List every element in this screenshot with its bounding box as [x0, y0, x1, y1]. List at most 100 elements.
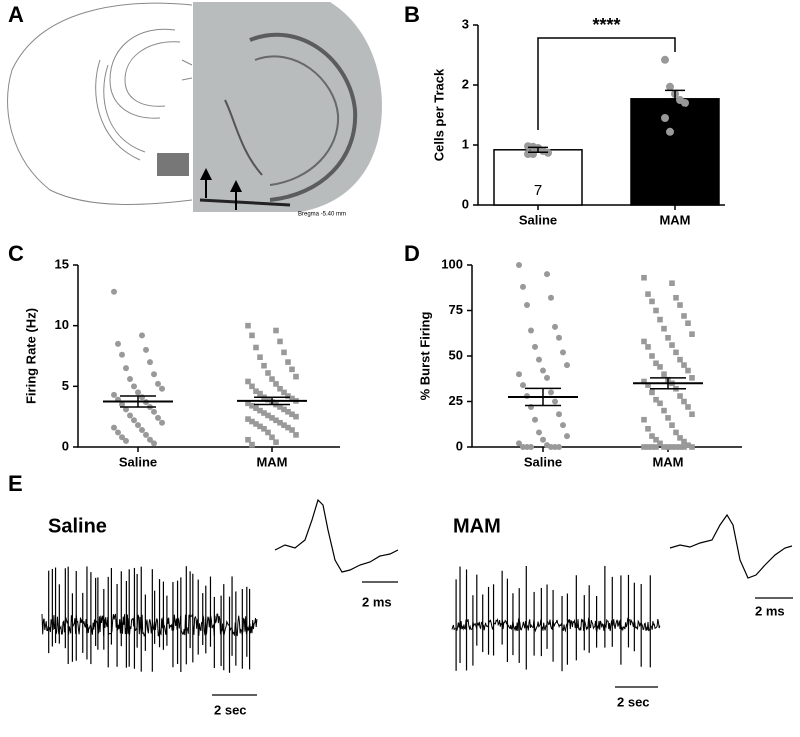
scale-label: 2 ms — [755, 603, 785, 618]
data-point — [673, 349, 679, 356]
data-point — [532, 416, 538, 423]
data-point — [123, 437, 129, 444]
data-point — [548, 294, 554, 301]
data-point — [249, 402, 255, 409]
y-tick-label: 0 — [62, 438, 69, 453]
data-point — [649, 389, 655, 396]
data-point — [641, 338, 647, 345]
data-point — [151, 440, 157, 447]
data-point — [261, 362, 267, 369]
data-point — [516, 262, 522, 268]
data-point — [677, 435, 683, 441]
data-point — [548, 389, 554, 396]
data-point — [520, 382, 526, 389]
data-point — [269, 415, 275, 421]
data-point — [277, 419, 283, 426]
bar — [630, 98, 720, 206]
data-point — [552, 398, 558, 405]
data-point — [661, 325, 667, 332]
data-point — [529, 150, 537, 158]
data-point — [277, 385, 283, 392]
data-point — [641, 416, 647, 423]
y-axis-label: % Burst Firing — [417, 312, 432, 401]
data-point — [669, 444, 675, 450]
data-point — [669, 422, 675, 428]
data-point — [123, 365, 129, 372]
data-point — [253, 405, 259, 411]
panel-label: A — [8, 2, 24, 27]
data-point — [127, 376, 133, 383]
scale-label: 2 sec — [617, 694, 650, 709]
data-point — [645, 344, 651, 350]
panel-label: D — [404, 241, 420, 266]
data-point — [265, 370, 271, 376]
data-point — [657, 400, 663, 407]
trace-title: Saline — [48, 515, 107, 537]
data-point — [119, 351, 125, 358]
data-point — [649, 444, 655, 450]
data-point — [253, 421, 259, 427]
data-point — [289, 411, 295, 418]
data-point — [649, 353, 655, 359]
spike-waveform — [669, 513, 793, 579]
x-tick-label: Saline — [524, 454, 562, 469]
data-point — [689, 331, 695, 337]
scale-label: 2 ms — [362, 594, 392, 609]
data-point — [265, 429, 271, 436]
x-tick-label: MAM — [256, 454, 287, 469]
data-point — [666, 82, 674, 91]
data-point — [536, 356, 542, 363]
data-point — [269, 376, 275, 382]
data-point — [681, 362, 687, 368]
data-point — [261, 426, 267, 432]
data-point — [681, 444, 687, 450]
data-point — [641, 444, 647, 450]
data-point — [115, 340, 121, 347]
data-point — [657, 440, 663, 447]
y-tick-label: 15 — [55, 256, 69, 271]
data-point — [285, 359, 291, 365]
data-point — [681, 398, 687, 405]
data-point — [673, 429, 679, 436]
data-point — [669, 280, 675, 286]
data-point — [556, 444, 562, 450]
data-point — [661, 114, 669, 122]
x-tick-label: MAM — [659, 212, 690, 227]
data-point — [155, 380, 161, 387]
data-point — [556, 411, 562, 418]
x-tick-label: MAM — [652, 454, 683, 469]
data-point — [685, 404, 691, 410]
data-point — [544, 271, 550, 278]
data-point — [281, 389, 287, 396]
data-point — [257, 354, 263, 361]
data-point — [677, 356, 683, 363]
data-point — [677, 444, 683, 450]
data-point — [536, 429, 542, 436]
data-point — [253, 344, 259, 351]
data-point — [285, 393, 291, 399]
data-point — [544, 374, 550, 381]
data-point — [147, 359, 153, 366]
y-tick-label: 5 — [62, 378, 69, 393]
data-point — [293, 432, 299, 438]
data-point — [249, 383, 255, 390]
data-point — [681, 313, 687, 319]
data-point — [151, 408, 157, 415]
data-point — [265, 396, 271, 403]
data-point — [641, 274, 647, 281]
panel-label: C — [8, 241, 24, 266]
y-tick-label: 0 — [462, 196, 469, 211]
data-point — [677, 302, 683, 308]
data-point — [665, 444, 671, 450]
data-point — [123, 406, 129, 413]
data-point — [293, 373, 299, 380]
data-point — [245, 400, 251, 407]
data-point — [151, 371, 157, 378]
data-point — [249, 418, 255, 425]
data-point — [653, 360, 659, 367]
data-point — [657, 316, 663, 323]
data-point — [289, 395, 295, 402]
data-point — [653, 396, 659, 403]
panel-label: B — [404, 2, 420, 27]
